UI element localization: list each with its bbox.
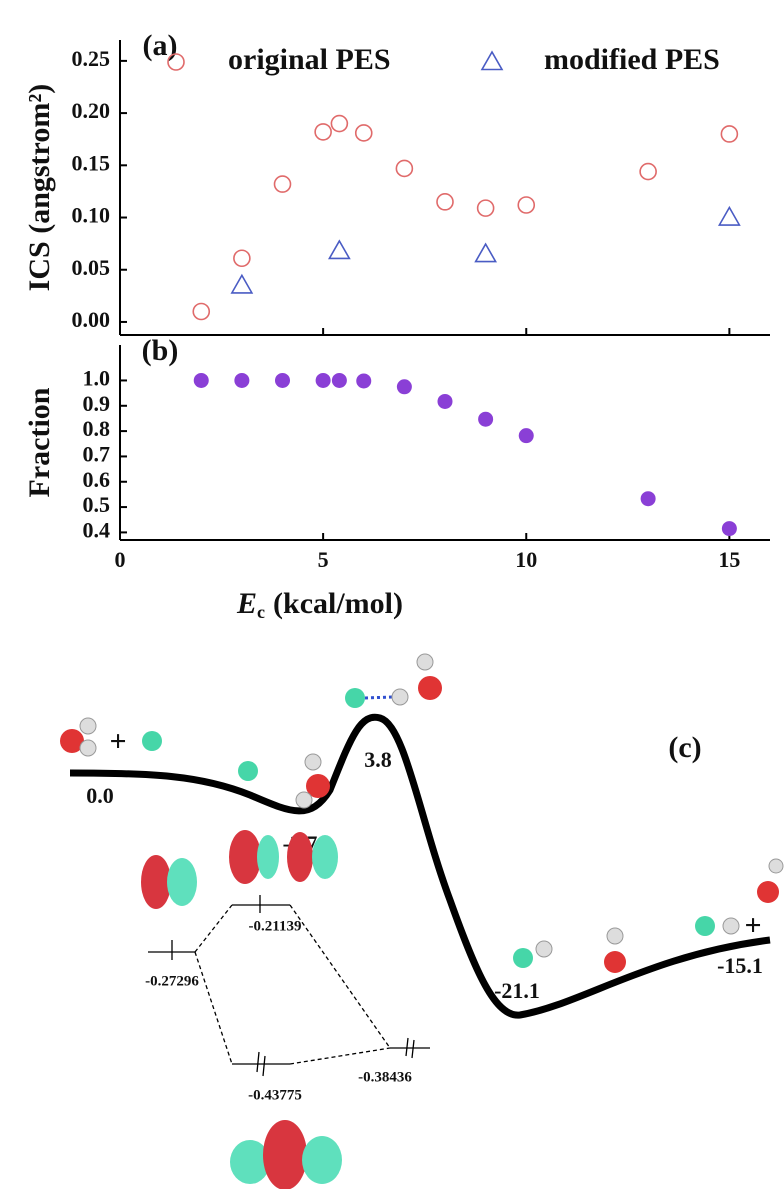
data-point: [640, 491, 656, 507]
data-point: [517, 196, 536, 214]
x-axis-unit: (kcal/mol): [273, 587, 403, 620]
data-point: [476, 199, 495, 217]
y-tick-label: 0.4: [83, 517, 111, 542]
panel-label: (b): [142, 334, 179, 367]
orbital-energy: -0.43775: [248, 1087, 302, 1103]
y-tick-label: 0.15: [72, 150, 111, 175]
data-point: [437, 393, 453, 409]
data-point: [518, 428, 534, 444]
x-axis-subscript: c: [257, 602, 265, 622]
plus-sign: +: [744, 909, 761, 942]
data-point: [436, 193, 454, 211]
data-point: [330, 114, 349, 133]
y-tick-label: 0.00: [72, 307, 111, 332]
data-point: [192, 302, 211, 321]
y-tick-label: 0.25: [72, 46, 111, 71]
orbital-energy: -0.38436: [358, 1069, 412, 1085]
y-tick-label: 0.7: [83, 441, 111, 466]
y-tick-label: 0.6: [83, 467, 111, 492]
data-point: [474, 242, 498, 263]
x-tick-label: 10: [515, 547, 537, 572]
y-tick-label: 0.8: [83, 416, 111, 441]
legend-marker: [167, 53, 185, 71]
orbital-diagram: [141, 830, 430, 1189]
panel-label: (a): [143, 29, 178, 62]
data-point: [331, 372, 347, 388]
y-tick-label: 0.5: [83, 492, 111, 517]
data-point: [717, 205, 741, 226]
plus-sign: +: [109, 725, 126, 758]
energy-profile: [69, 713, 771, 1019]
x-axis-label: Ec (kcal/mol): [236, 587, 403, 622]
data-point: [193, 372, 209, 388]
orbital-energy: -0.27296: [145, 973, 199, 989]
energy-label: 0.0: [86, 783, 114, 808]
data-point: [327, 239, 351, 260]
x-axis-symbol: E: [236, 587, 257, 620]
energy-label: -21.1: [494, 978, 540, 1003]
orbital-energy: -0.21139: [249, 918, 302, 934]
legend-label: modified PES: [544, 43, 720, 76]
data-point: [315, 372, 331, 388]
y-tick-label: 0.10: [72, 203, 111, 228]
data-point: [230, 273, 254, 294]
x-tick-label: 15: [718, 547, 740, 572]
data-point: [234, 372, 250, 388]
data-point: [233, 249, 251, 268]
legend-marker: [480, 50, 504, 71]
data-point: [721, 521, 737, 537]
data-point: [354, 124, 373, 142]
data-point: [275, 372, 290, 388]
data-point: [639, 162, 657, 181]
legend-label: original PES: [228, 43, 391, 76]
data-point: [396, 379, 412, 395]
data-point: [478, 411, 494, 427]
data-point: [356, 373, 372, 389]
data-point: [314, 123, 332, 141]
energy-label: 3.8: [364, 747, 392, 772]
y-tick-label: 0.05: [72, 255, 111, 280]
y-axis-label: Fraction: [23, 387, 56, 497]
data-point: [720, 125, 739, 143]
data-point: [273, 175, 292, 193]
x-tick-label: 5: [318, 547, 329, 572]
x-tick-label: 0: [115, 547, 126, 572]
y-tick-label: 0.20: [72, 98, 111, 123]
panel-label: (c): [668, 731, 701, 764]
y-tick-label: 1.0: [83, 366, 111, 391]
data-point: [395, 159, 414, 178]
y-tick-label: 0.9: [83, 391, 111, 416]
y-axis-label: ICS (angstrom²): [23, 84, 56, 292]
molecules: [60, 653, 784, 973]
energy-label: -15.1: [717, 953, 763, 978]
